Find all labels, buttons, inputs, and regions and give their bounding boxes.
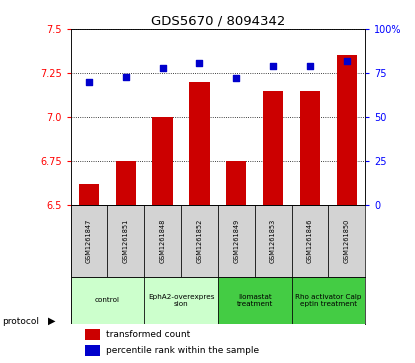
Text: percentile rank within the sample: percentile rank within the sample	[106, 346, 259, 355]
Bar	[152, 117, 173, 205]
Bar	[255, 205, 291, 277]
Bar	[263, 91, 283, 205]
Text: control: control	[95, 297, 120, 303]
Text: GSM1261853: GSM1261853	[270, 219, 276, 263]
Point	[196, 60, 203, 65]
Point	[159, 65, 166, 71]
Point	[270, 63, 276, 69]
Point	[344, 58, 350, 64]
Bar	[218, 277, 291, 323]
Title: GDS5670 / 8094342: GDS5670 / 8094342	[151, 15, 285, 28]
Bar	[328, 205, 365, 277]
Point	[233, 76, 239, 81]
Bar	[218, 205, 255, 277]
Bar	[71, 277, 144, 323]
Text: GSM1261847: GSM1261847	[86, 219, 92, 263]
Text: transformed count: transformed count	[106, 330, 190, 339]
Text: ▶: ▶	[48, 316, 55, 326]
Bar	[226, 161, 247, 205]
Text: EphA2-overexpres
sion: EphA2-overexpres sion	[148, 294, 214, 307]
Text: GSM1261849: GSM1261849	[233, 219, 239, 263]
Text: GSM1261852: GSM1261852	[196, 219, 203, 263]
Bar	[291, 205, 328, 277]
Bar	[85, 329, 100, 340]
Bar	[300, 91, 320, 205]
Bar	[85, 345, 100, 356]
Point	[307, 63, 313, 69]
Bar	[71, 205, 107, 277]
Text: GSM1261851: GSM1261851	[123, 219, 129, 263]
Point	[122, 74, 129, 79]
Bar	[144, 205, 181, 277]
Point	[85, 79, 92, 85]
Text: GSM1261846: GSM1261846	[307, 219, 313, 263]
Text: Rho activator Calp
eptin treatment: Rho activator Calp eptin treatment	[295, 294, 361, 307]
Bar	[116, 161, 136, 205]
Bar	[291, 277, 365, 323]
Bar	[181, 205, 218, 277]
Text: GSM1261848: GSM1261848	[160, 219, 166, 263]
Bar	[144, 277, 218, 323]
Bar	[107, 205, 144, 277]
Text: protocol: protocol	[2, 317, 39, 326]
Bar	[189, 82, 210, 205]
Text: GSM1261850: GSM1261850	[344, 219, 350, 263]
Bar	[79, 184, 99, 205]
Text: Ilomastat
treatment: Ilomastat treatment	[237, 294, 273, 307]
Bar	[337, 56, 357, 205]
